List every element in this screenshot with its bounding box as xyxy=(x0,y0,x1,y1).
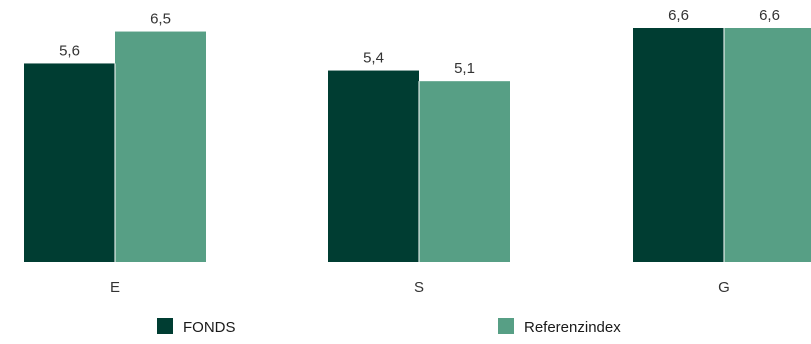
value-label-referenzindex-g: 6,6 xyxy=(759,7,780,24)
value-label-fonds-g: 6,6 xyxy=(668,7,689,24)
bar-fonds-s xyxy=(328,70,419,262)
legend-label-referenzindex: Referenzindex xyxy=(524,319,621,336)
value-label-fonds-s: 5,4 xyxy=(363,50,384,67)
category-label-g: G xyxy=(718,279,730,296)
value-label-referenzindex-e: 6,5 xyxy=(150,11,171,28)
bar-referenzindex-s xyxy=(419,81,510,262)
value-label-referenzindex-s: 5,1 xyxy=(454,60,475,77)
bar-fonds-g xyxy=(633,28,724,262)
bar-fonds-e xyxy=(24,63,115,262)
bar-referenzindex-g xyxy=(724,28,811,262)
legend-swatch-fonds xyxy=(157,318,173,334)
category-label-s: S xyxy=(414,279,424,296)
bars-layer xyxy=(24,28,811,262)
legend: FONDS Referenzindex xyxy=(157,318,621,336)
value-labels-layer: 5,6 6,5 5,4 5,1 6,6 6,6 xyxy=(59,7,780,77)
legend-swatch-referenzindex xyxy=(498,318,514,334)
category-label-e: E xyxy=(110,279,120,296)
legend-label-fonds: FONDS xyxy=(183,319,236,336)
bar-referenzindex-e xyxy=(115,31,206,262)
value-label-fonds-e: 5,6 xyxy=(59,42,80,59)
